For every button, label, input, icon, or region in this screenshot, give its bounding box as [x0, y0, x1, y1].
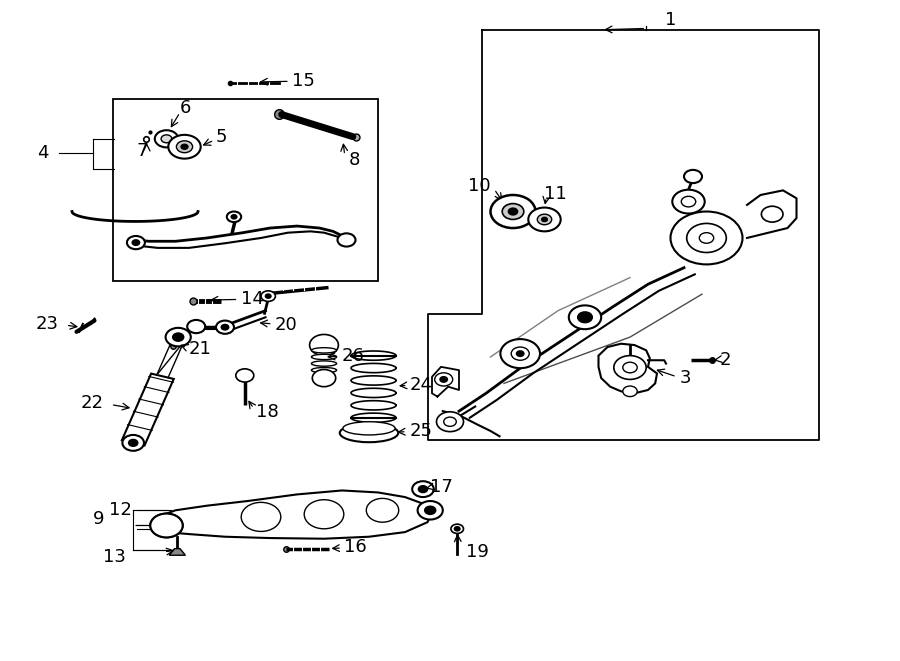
- Circle shape: [236, 369, 254, 382]
- Text: 17: 17: [430, 478, 453, 496]
- Text: 22: 22: [80, 394, 104, 412]
- Circle shape: [159, 520, 174, 531]
- Circle shape: [528, 208, 561, 231]
- Circle shape: [517, 351, 524, 356]
- Circle shape: [623, 386, 637, 397]
- Text: 10: 10: [468, 177, 490, 196]
- Circle shape: [231, 215, 237, 219]
- Ellipse shape: [340, 424, 398, 442]
- Ellipse shape: [311, 354, 337, 360]
- Circle shape: [537, 214, 552, 225]
- Ellipse shape: [311, 368, 337, 373]
- Circle shape: [623, 362, 637, 373]
- Text: 21: 21: [189, 340, 212, 358]
- Circle shape: [216, 321, 234, 334]
- Circle shape: [161, 135, 172, 143]
- Circle shape: [502, 204, 524, 219]
- Text: 23: 23: [35, 315, 58, 333]
- Text: 9: 9: [94, 510, 104, 528]
- Circle shape: [491, 195, 536, 228]
- Circle shape: [542, 217, 547, 221]
- Circle shape: [425, 506, 436, 514]
- Text: 24: 24: [410, 375, 433, 394]
- Circle shape: [440, 377, 447, 382]
- Circle shape: [304, 500, 344, 529]
- Text: 7: 7: [137, 141, 148, 160]
- Circle shape: [435, 373, 453, 386]
- Text: 1: 1: [665, 11, 676, 29]
- Circle shape: [176, 141, 193, 153]
- Circle shape: [187, 320, 205, 333]
- Circle shape: [227, 212, 241, 222]
- Circle shape: [412, 481, 434, 497]
- Text: 20: 20: [274, 316, 297, 334]
- Text: 13: 13: [104, 547, 126, 566]
- Text: 15: 15: [292, 71, 315, 90]
- Circle shape: [261, 291, 275, 301]
- Circle shape: [670, 212, 742, 264]
- Circle shape: [266, 294, 271, 298]
- Circle shape: [166, 328, 191, 346]
- Polygon shape: [169, 549, 185, 555]
- Text: 4: 4: [38, 144, 49, 163]
- Circle shape: [451, 524, 464, 533]
- Circle shape: [511, 347, 529, 360]
- Circle shape: [418, 486, 427, 492]
- Text: 19: 19: [466, 543, 489, 561]
- Circle shape: [221, 325, 229, 330]
- Text: 18: 18: [256, 403, 279, 422]
- Bar: [112, 99, 378, 281]
- Circle shape: [614, 356, 646, 379]
- Circle shape: [366, 498, 399, 522]
- Text: 14: 14: [241, 290, 264, 308]
- Circle shape: [500, 339, 540, 368]
- Circle shape: [687, 223, 726, 253]
- Circle shape: [418, 501, 443, 520]
- Circle shape: [155, 130, 178, 147]
- Circle shape: [127, 236, 145, 249]
- Text: 16: 16: [344, 538, 366, 557]
- Circle shape: [338, 233, 356, 247]
- Text: 26: 26: [342, 346, 364, 365]
- Circle shape: [454, 527, 460, 531]
- Circle shape: [444, 417, 456, 426]
- Text: 5: 5: [216, 128, 228, 147]
- Circle shape: [181, 144, 188, 149]
- Circle shape: [699, 233, 714, 243]
- Text: 3: 3: [680, 369, 691, 387]
- Ellipse shape: [311, 361, 337, 366]
- Circle shape: [569, 305, 601, 329]
- Circle shape: [122, 435, 144, 451]
- Circle shape: [681, 196, 696, 207]
- Circle shape: [312, 369, 336, 387]
- Circle shape: [310, 334, 338, 356]
- Text: 12: 12: [110, 501, 132, 520]
- Text: 11: 11: [544, 185, 567, 204]
- Circle shape: [241, 502, 281, 531]
- Circle shape: [578, 312, 592, 323]
- Circle shape: [761, 206, 783, 222]
- Circle shape: [150, 514, 183, 537]
- Circle shape: [129, 440, 138, 446]
- Text: 6: 6: [180, 99, 192, 118]
- Ellipse shape: [343, 422, 395, 435]
- Circle shape: [436, 412, 464, 432]
- Circle shape: [672, 190, 705, 214]
- Polygon shape: [151, 490, 432, 539]
- Text: 8: 8: [349, 151, 361, 169]
- Circle shape: [684, 170, 702, 183]
- Text: 2: 2: [720, 350, 732, 369]
- Circle shape: [173, 333, 184, 341]
- Circle shape: [168, 135, 201, 159]
- Circle shape: [508, 208, 518, 215]
- Circle shape: [150, 514, 183, 537]
- Text: 25: 25: [410, 422, 433, 440]
- Ellipse shape: [311, 348, 337, 353]
- Circle shape: [132, 240, 140, 245]
